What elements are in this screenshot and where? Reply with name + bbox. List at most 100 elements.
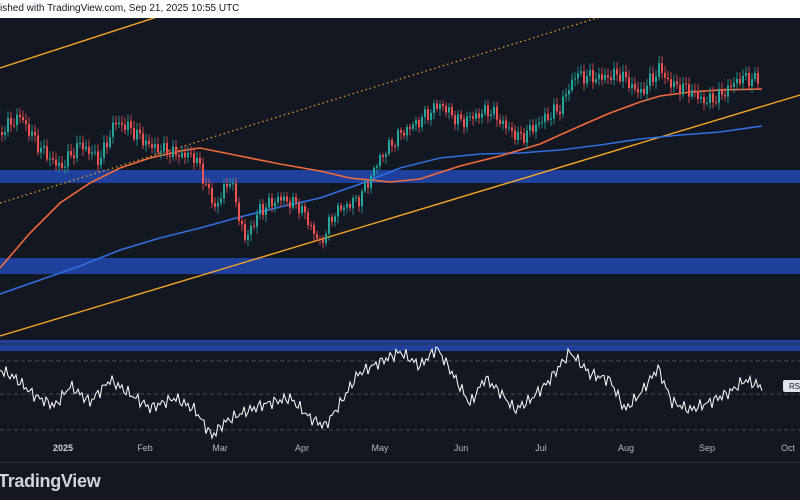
candle-body	[319, 238, 321, 240]
candle-body	[124, 124, 126, 131]
candle-body	[364, 182, 366, 192]
candle-body	[532, 125, 534, 132]
candle-body	[628, 77, 630, 88]
candle-body	[421, 117, 423, 128]
candle-body	[418, 120, 420, 128]
x-tick-label: 2025	[53, 443, 73, 453]
candle-body	[472, 116, 474, 119]
candle-body	[241, 221, 243, 225]
candle-body	[199, 157, 201, 164]
candle-body	[178, 155, 180, 158]
candle-body	[13, 124, 15, 126]
candle-body	[295, 197, 297, 203]
candle-body	[196, 157, 198, 163]
candle-body	[118, 122, 120, 125]
candle-body	[499, 119, 501, 124]
candle-body	[655, 76, 657, 82]
candle-body	[754, 73, 756, 80]
candle-body	[619, 74, 621, 82]
candle-body	[142, 133, 144, 146]
candle-body	[127, 121, 129, 131]
candle-body	[610, 77, 612, 80]
candle-body	[79, 142, 81, 144]
candle-body	[436, 103, 438, 109]
x-tick-label: May	[371, 443, 389, 453]
x-tick-label: Jun	[454, 443, 469, 453]
candle-body	[358, 197, 360, 207]
candle-body	[565, 94, 567, 97]
candle-body	[502, 120, 504, 124]
candle-body	[388, 139, 390, 154]
candle-body	[148, 140, 150, 145]
candle-body	[631, 84, 633, 89]
candle-body	[658, 63, 660, 77]
publish-info-text: ished with TradingView.com, Sep 21, 2025…	[0, 3, 240, 14]
candle-body	[343, 207, 345, 210]
candle-body	[49, 158, 51, 160]
candle-body	[310, 225, 312, 226]
price-zone-3	[0, 340, 800, 351]
x-tick-label: Feb	[137, 443, 153, 453]
candle-body	[481, 113, 483, 118]
candle-body	[553, 104, 555, 119]
candle-body	[547, 113, 549, 120]
candle-body	[157, 144, 159, 153]
candle-body	[745, 73, 747, 76]
candle-body	[484, 105, 486, 114]
candle-body	[85, 146, 87, 150]
candle-body	[457, 114, 459, 125]
candle-body	[508, 127, 510, 129]
candle-body	[748, 73, 750, 87]
candle-body	[391, 139, 393, 146]
candle-body	[301, 206, 303, 214]
candle-body	[217, 202, 219, 207]
candle-body	[307, 212, 309, 225]
candle-body	[16, 114, 18, 126]
candle-body	[685, 83, 687, 85]
candle-body	[523, 133, 525, 143]
candle-body	[259, 204, 261, 215]
candle-body	[616, 68, 618, 75]
candle-body	[694, 90, 696, 92]
candle-body	[445, 106, 447, 113]
channel-lines	[0, 18, 800, 337]
candle-body	[289, 201, 291, 208]
candle-body	[733, 83, 735, 87]
candle-body	[736, 78, 738, 84]
moving-average-line	[0, 125, 763, 295]
x-tick-label: Aug	[618, 443, 634, 453]
candle-body	[298, 202, 300, 214]
candle-body	[433, 103, 435, 113]
channel-lower-line	[0, 94, 800, 337]
candle-body	[304, 206, 306, 213]
candle-body	[313, 225, 315, 234]
candle-body	[73, 155, 75, 158]
candle-body	[376, 165, 378, 168]
rsi-badge-label: RSI	[789, 382, 800, 391]
candle-body	[649, 73, 651, 86]
rsi-panel: RSI	[0, 343, 800, 440]
candle-body	[331, 216, 333, 222]
candle-body	[373, 167, 375, 176]
time-axis: 2025 Feb Mar Apr May Jun Jul Aug Sep Oct	[53, 443, 796, 453]
candle-body	[232, 183, 234, 185]
candle-body	[742, 75, 744, 84]
candle-body	[541, 122, 543, 124]
candle-body	[667, 77, 669, 80]
candle-body	[82, 142, 84, 150]
candle-body	[682, 83, 684, 95]
candle-body	[487, 105, 489, 117]
price-chart[interactable]: RSI 2025 Feb Mar Apr May Jun Jul Aug Sep Oct	[0, 18, 800, 462]
candle-body	[517, 131, 519, 140]
x-tick-label: Jul	[535, 443, 547, 453]
channel-mid-dotted-line	[0, 18, 600, 204]
candle-body	[223, 184, 225, 199]
candle-body	[187, 152, 189, 158]
candle-body	[214, 203, 216, 207]
candle-body	[337, 205, 339, 217]
candle-body	[121, 122, 123, 125]
candle-body	[511, 127, 513, 131]
candle-body	[163, 142, 165, 152]
candle-body	[10, 117, 12, 125]
